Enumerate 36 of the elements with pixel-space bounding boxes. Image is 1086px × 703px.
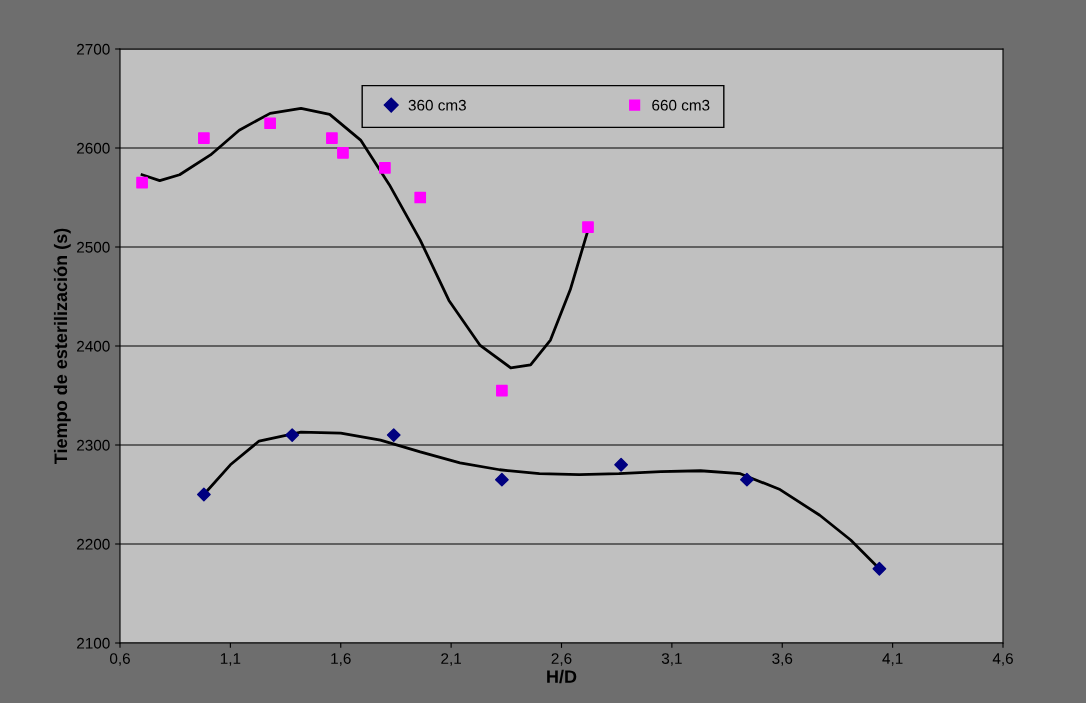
x-axis-title: H/D bbox=[547, 669, 577, 684]
y-tick-label: 2300 bbox=[77, 439, 110, 451]
x-tick-label: 2,6 bbox=[551, 653, 572, 666]
point bbox=[872, 561, 887, 576]
x-tick-label: 4,6 bbox=[992, 653, 1013, 666]
x-tick-label: 2,1 bbox=[441, 653, 461, 666]
point bbox=[386, 428, 401, 443]
point bbox=[494, 472, 509, 487]
point bbox=[582, 221, 594, 234]
point bbox=[326, 132, 338, 144]
point bbox=[285, 428, 300, 443]
y-tick-label: 2400 bbox=[77, 340, 110, 352]
y-tick-label: 2100 bbox=[77, 637, 110, 649]
point bbox=[740, 472, 754, 487]
point bbox=[196, 487, 211, 502]
point bbox=[614, 457, 629, 472]
legend-label: 360 cm3 bbox=[408, 99, 466, 111]
x-tick-label: 3,6 bbox=[772, 653, 793, 666]
y-axis-title: Tiempo de esterilización (s) bbox=[53, 228, 71, 465]
y-tick-label: 2200 bbox=[77, 538, 110, 550]
y-tick-label: 2700 bbox=[77, 43, 110, 55]
point bbox=[264, 117, 276, 130]
x-tick-label: 0,6 bbox=[109, 653, 130, 666]
legend-label: 660 cm3 bbox=[652, 99, 710, 111]
y-tick-label: 2600 bbox=[77, 142, 110, 154]
y-tick-label: 2500 bbox=[77, 241, 110, 253]
point bbox=[198, 132, 210, 144]
x-tick-label: 1,1 bbox=[220, 653, 241, 666]
point bbox=[414, 191, 427, 204]
x-tick-label: 1,6 bbox=[331, 653, 351, 666]
x-tick-label: 4,1 bbox=[882, 653, 903, 666]
point bbox=[136, 176, 148, 189]
point bbox=[337, 147, 349, 159]
point bbox=[496, 384, 508, 397]
x-tick-label: 3,1 bbox=[661, 653, 682, 666]
point bbox=[379, 161, 391, 174]
